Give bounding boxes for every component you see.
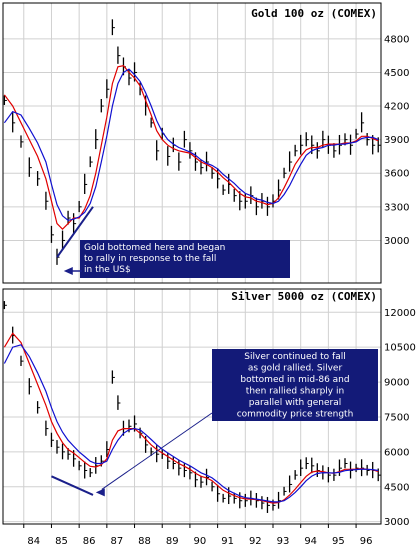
gold-y-tick-0: 3000 xyxy=(384,236,409,247)
silver-y-axis-ticks: 3000 4500 6000 7500 9000 10500 12000 xyxy=(384,308,416,528)
gold-moving-average-red xyxy=(3,65,379,231)
gold-trendline xyxy=(56,206,94,258)
x-tick-label-11: 95 xyxy=(332,536,345,547)
gold-y-tick-6: 4800 xyxy=(384,34,409,45)
gold-y-axis-ticks: 3000 3300 3600 3900 4200 4500 4800 xyxy=(384,34,409,247)
silver-y-tick-0: 3000 xyxy=(384,517,409,528)
silver-support-trendline xyxy=(51,475,94,496)
silver-annotation-box xyxy=(212,349,378,421)
x-tick-label-9: 93 xyxy=(277,536,290,547)
gold-moving-average-blue xyxy=(3,68,379,221)
silver-annotation: Silver continued to fall as gold rallied.… xyxy=(95,349,378,497)
gold-support-trendline xyxy=(56,206,94,258)
silver-y-tick-1: 4500 xyxy=(384,482,409,493)
silver-annotation-arrow-head xyxy=(95,488,105,497)
silver-y-tick-3: 7500 xyxy=(384,412,409,423)
gold-moving-averages xyxy=(3,65,379,231)
gold-y-tick-3: 3900 xyxy=(384,135,409,146)
silver-annotation-line-5: commodity price strength xyxy=(237,410,354,420)
x-tick-label-2: 86 xyxy=(83,536,96,547)
x-tick-label-7: 91 xyxy=(221,536,234,547)
gold-y-tick-5: 4500 xyxy=(384,68,409,79)
gold-panel-frame xyxy=(2,2,382,284)
gold-annotation-box xyxy=(80,240,290,278)
silver-y-tick-6: 12000 xyxy=(384,308,416,319)
x-tick-label-3: 87 xyxy=(110,536,123,547)
gold-y-tick-2: 3600 xyxy=(384,169,409,180)
gold-annotation-line-0: Gold bottomed here and began xyxy=(84,243,225,253)
silver-moving-average-red xyxy=(3,332,379,504)
gold-annotation-line-2: in the US$ xyxy=(84,265,131,275)
x-tick-label-12: 96 xyxy=(360,536,373,547)
gold-annotation-arrow-head xyxy=(63,267,73,275)
silver-y-tick-2: 6000 xyxy=(384,447,409,458)
silver-annotation-line-2: bottomed in mid-86 and xyxy=(240,375,349,385)
silver-moving-average-blue xyxy=(3,344,379,503)
silver-chart-title: Silver 5000 oz (COMEX) xyxy=(231,290,377,303)
silver-annotation-line-0: Silver continued to fall xyxy=(244,352,345,362)
gold-y-tick-1: 3300 xyxy=(384,202,409,213)
gold-annotation-line-1: to rally in response to the fall xyxy=(84,254,216,264)
silver-trendline xyxy=(51,475,94,496)
x-tick-label-6: 90 xyxy=(194,536,207,547)
silver-annotation-line-4: parallel with general xyxy=(249,398,342,408)
x-axis-ticks: 84 85 86 87 88 89 90 91 92 93 94 95 96 xyxy=(23,524,373,547)
x-tick-label-10: 94 xyxy=(304,536,317,547)
x-tick-label-8: 92 xyxy=(249,536,262,547)
silver-chart-panel: Silver continued to fall as gold rallied.… xyxy=(2,288,416,547)
x-tick-label-0: 84 xyxy=(27,536,40,547)
silver-annotation-leader xyxy=(101,412,213,490)
x-tick-label-1: 85 xyxy=(55,536,68,547)
silver-annotation-line-1: as gold rallied. Silver xyxy=(248,364,343,374)
gold-chart-title: Gold 100 oz (COMEX) xyxy=(251,7,377,20)
silver-moving-averages xyxy=(3,332,379,504)
x-tick-label-5: 89 xyxy=(166,536,179,547)
silver-annotation-line-3: then rallied sharply in xyxy=(246,387,344,397)
silver-y-tick-4: 9000 xyxy=(384,378,409,389)
gold-y-tick-4: 4200 xyxy=(384,102,409,113)
x-tick-label-4: 88 xyxy=(138,536,151,547)
silver-y-tick-5: 10500 xyxy=(384,343,416,354)
silver-panel-frame xyxy=(2,288,382,525)
